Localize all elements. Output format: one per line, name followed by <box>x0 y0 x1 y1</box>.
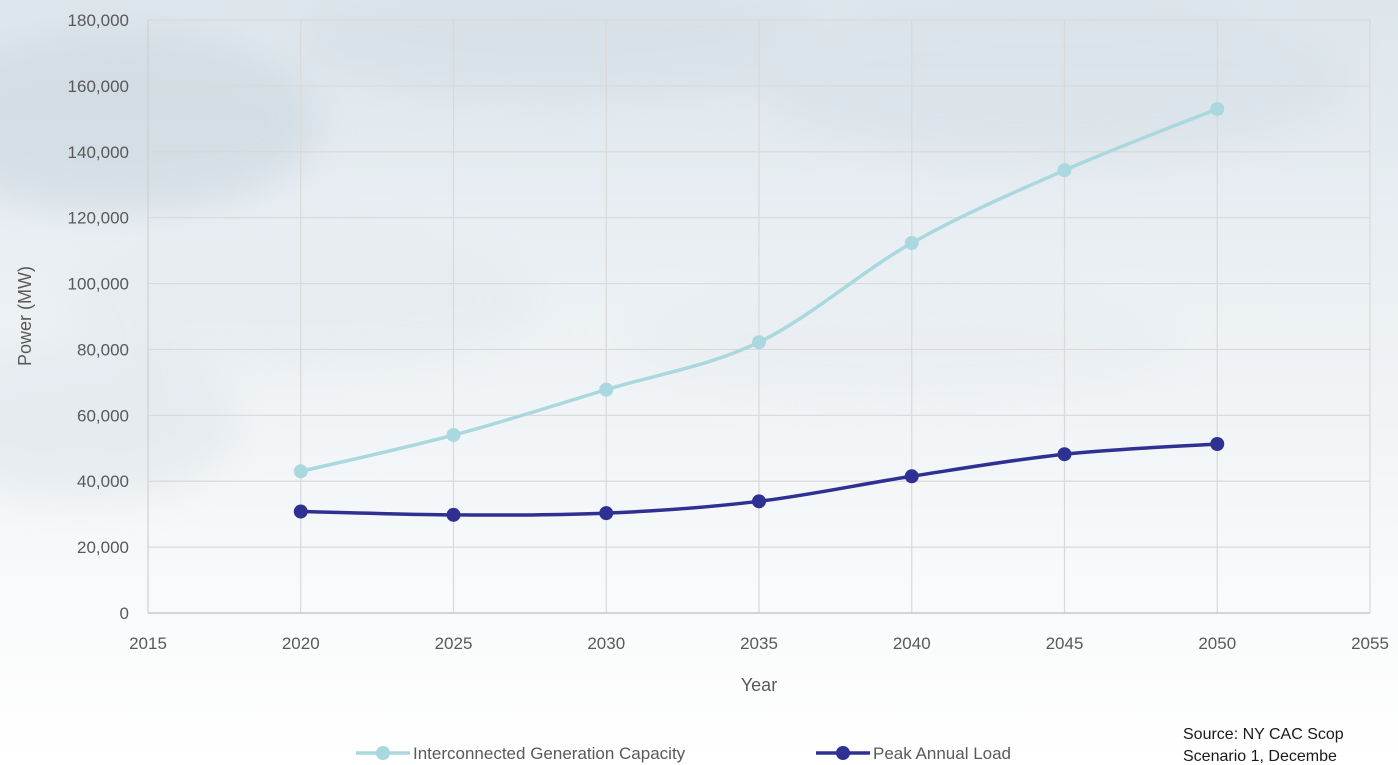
y-tick-label: 60,000 <box>77 406 129 425</box>
series-0 <box>293 101 1225 479</box>
data-point <box>752 335 766 350</box>
data-point <box>1057 163 1072 178</box>
legend-item-1: Peak Annual Load <box>816 744 1011 763</box>
legend-item-0: Interconnected Generation Capacity <box>356 744 686 763</box>
y-tick-label: 140,000 <box>68 143 129 162</box>
y-tick-label: 180,000 <box>68 11 129 30</box>
data-point <box>599 506 614 521</box>
y-tick-label: 120,000 <box>68 209 129 228</box>
y-tick-label: 40,000 <box>77 472 129 491</box>
x-tick-label: 2055 <box>1351 634 1389 653</box>
x-axis-title: Year <box>741 675 777 695</box>
x-tick-label: 2045 <box>1046 634 1084 653</box>
data-point <box>446 507 461 522</box>
x-tick-label: 2030 <box>587 634 625 653</box>
x-tick-label: 2050 <box>1198 634 1236 653</box>
data-point <box>293 504 308 519</box>
y-tick-label: 160,000 <box>68 77 129 96</box>
data-point <box>446 428 461 443</box>
legend-label: Interconnected Generation Capacity <box>413 744 686 763</box>
gridlines <box>148 19 1371 613</box>
x-tick-label: 2020 <box>282 634 320 653</box>
data-point <box>904 469 919 484</box>
data-point <box>1057 447 1072 462</box>
data-point <box>1210 436 1225 451</box>
y-axis-tick-labels: 0 20,000 40,000 60,000 80,000 100,000 120,000 1… <box>68 11 129 623</box>
series-1 <box>293 436 1225 522</box>
source-note-line-2: Scenario 1, Decembe <box>1183 748 1337 765</box>
source-note-line-1: Source: NY CAC Scop <box>1183 726 1344 743</box>
data-point <box>904 236 919 251</box>
x-tick-label: 2025 <box>435 634 473 653</box>
y-tick-label: 0 <box>120 604 129 623</box>
axes <box>147 20 1370 614</box>
y-tick-label: 100,000 <box>68 275 129 294</box>
y-tick-label: 80,000 <box>77 340 129 359</box>
x-tick-label: 2015 <box>129 634 167 653</box>
legend-marker <box>836 746 850 760</box>
data-point <box>1210 101 1225 116</box>
y-tick-label: 20,000 <box>77 538 129 557</box>
data-point <box>599 382 614 397</box>
legend-marker <box>376 746 390 760</box>
x-tick-label: 2035 <box>740 634 778 653</box>
data-point <box>293 464 308 479</box>
y-axis-title: Power (MW) <box>15 266 35 366</box>
data-point <box>752 494 766 509</box>
x-axis-tick-labels: 2015 2020 2025 2030 2035 2040 2045 2050 2055 <box>129 634 1389 653</box>
legend-label: Peak Annual Load <box>873 744 1011 763</box>
x-tick-label: 2040 <box>893 634 931 653</box>
series-group <box>293 101 1225 522</box>
legend: Interconnected Generation Capacity Peak A… <box>356 744 1011 763</box>
